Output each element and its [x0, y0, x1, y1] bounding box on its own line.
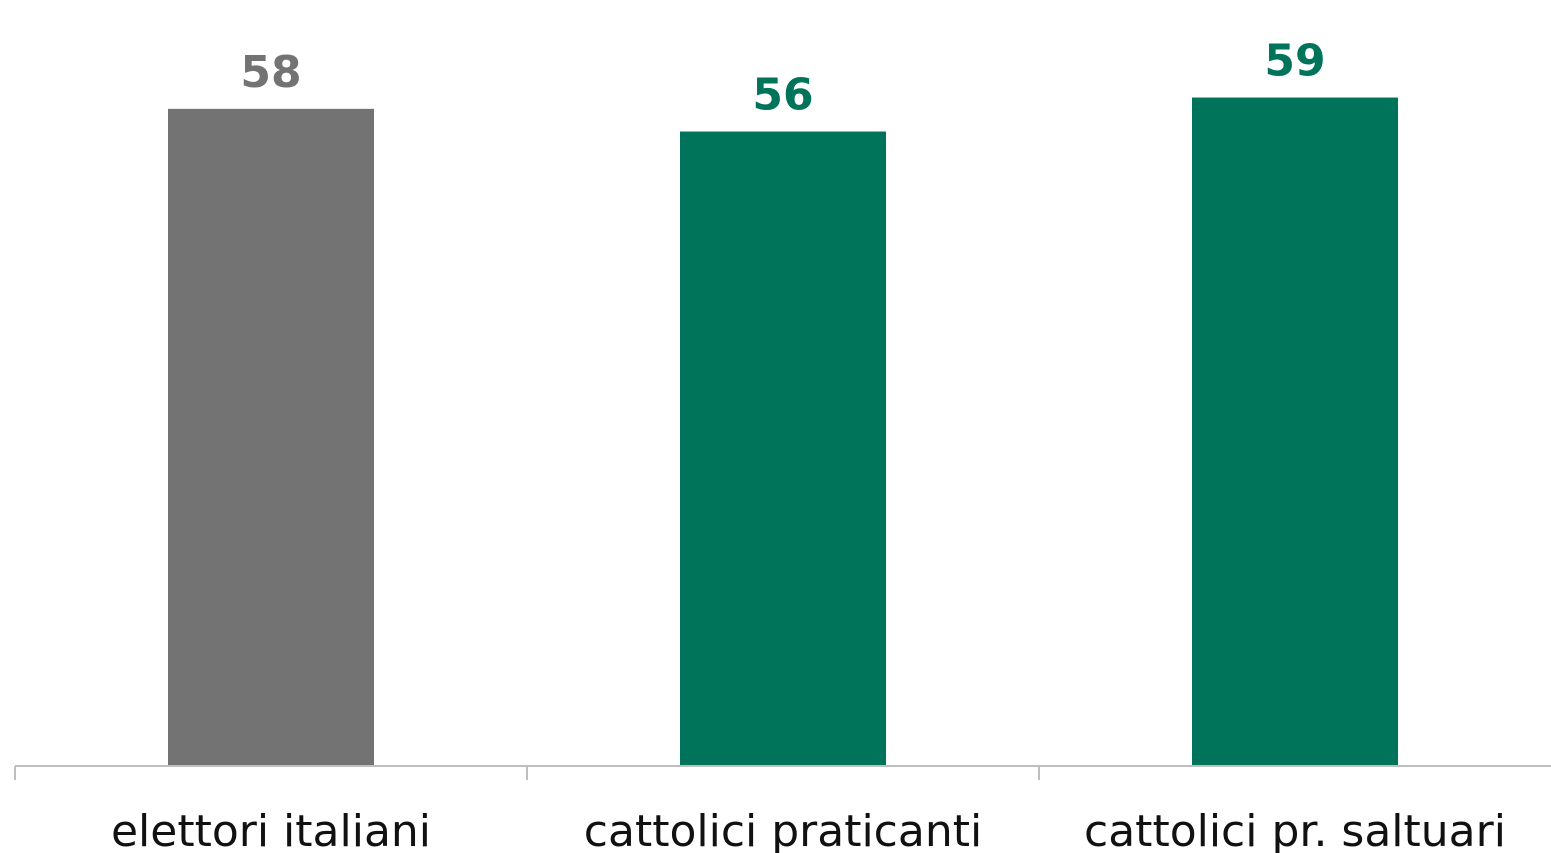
category-labels-group: elettori italiani cattolici praticanti cat… — [111, 806, 1506, 853]
bar — [1192, 97, 1398, 766]
category-label: cattolici pr. saltuari — [1084, 806, 1506, 853]
category-label: cattolici praticanti — [584, 806, 982, 853]
bar — [168, 108, 374, 767]
bars-group — [168, 97, 1398, 767]
bar — [680, 131, 886, 766]
bar-value-label: 59 — [1264, 36, 1325, 87]
category-label: elettori italiani — [111, 806, 431, 853]
x-axis-ticks — [14, 766, 1040, 780]
value-labels-group: 58 56 59 — [240, 36, 1325, 121]
bar-value-label: 56 — [752, 70, 813, 121]
bar-value-label: 58 — [240, 47, 301, 98]
